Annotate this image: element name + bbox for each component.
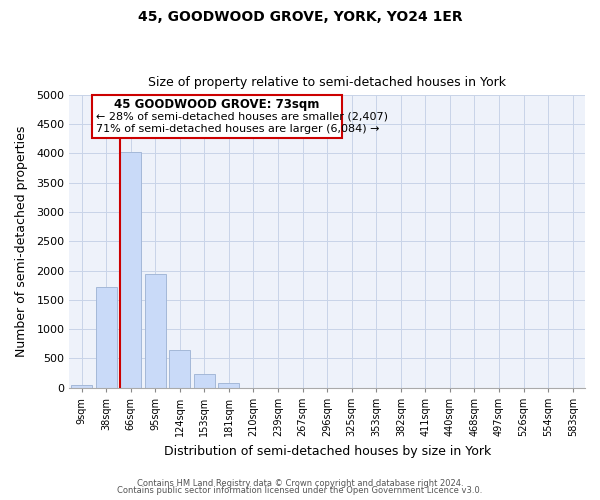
Text: 71% of semi-detached houses are larger (6,084) →: 71% of semi-detached houses are larger (…	[95, 124, 379, 134]
Bar	[169, 350, 190, 388]
Bar	[96, 287, 116, 388]
Y-axis label: Number of semi-detached properties: Number of semi-detached properties	[15, 126, 28, 357]
Title: Size of property relative to semi-detached houses in York: Size of property relative to semi-detach…	[148, 76, 506, 90]
Bar	[71, 385, 92, 388]
Bar	[194, 374, 215, 388]
Text: Contains HM Land Registry data © Crown copyright and database right 2024.: Contains HM Land Registry data © Crown c…	[137, 478, 463, 488]
FancyBboxPatch shape	[92, 95, 342, 138]
Bar	[218, 383, 239, 388]
Text: 45 GOODWOOD GROVE: 73sqm: 45 GOODWOOD GROVE: 73sqm	[114, 98, 320, 111]
Text: Contains public sector information licensed under the Open Government Licence v3: Contains public sector information licen…	[118, 486, 482, 495]
Text: 45, GOODWOOD GROVE, YORK, YO24 1ER: 45, GOODWOOD GROVE, YORK, YO24 1ER	[137, 10, 463, 24]
Bar	[145, 274, 166, 388]
X-axis label: Distribution of semi-detached houses by size in York: Distribution of semi-detached houses by …	[164, 444, 491, 458]
Text: ← 28% of semi-detached houses are smaller (2,407): ← 28% of semi-detached houses are smalle…	[95, 112, 388, 122]
Bar	[120, 152, 141, 388]
